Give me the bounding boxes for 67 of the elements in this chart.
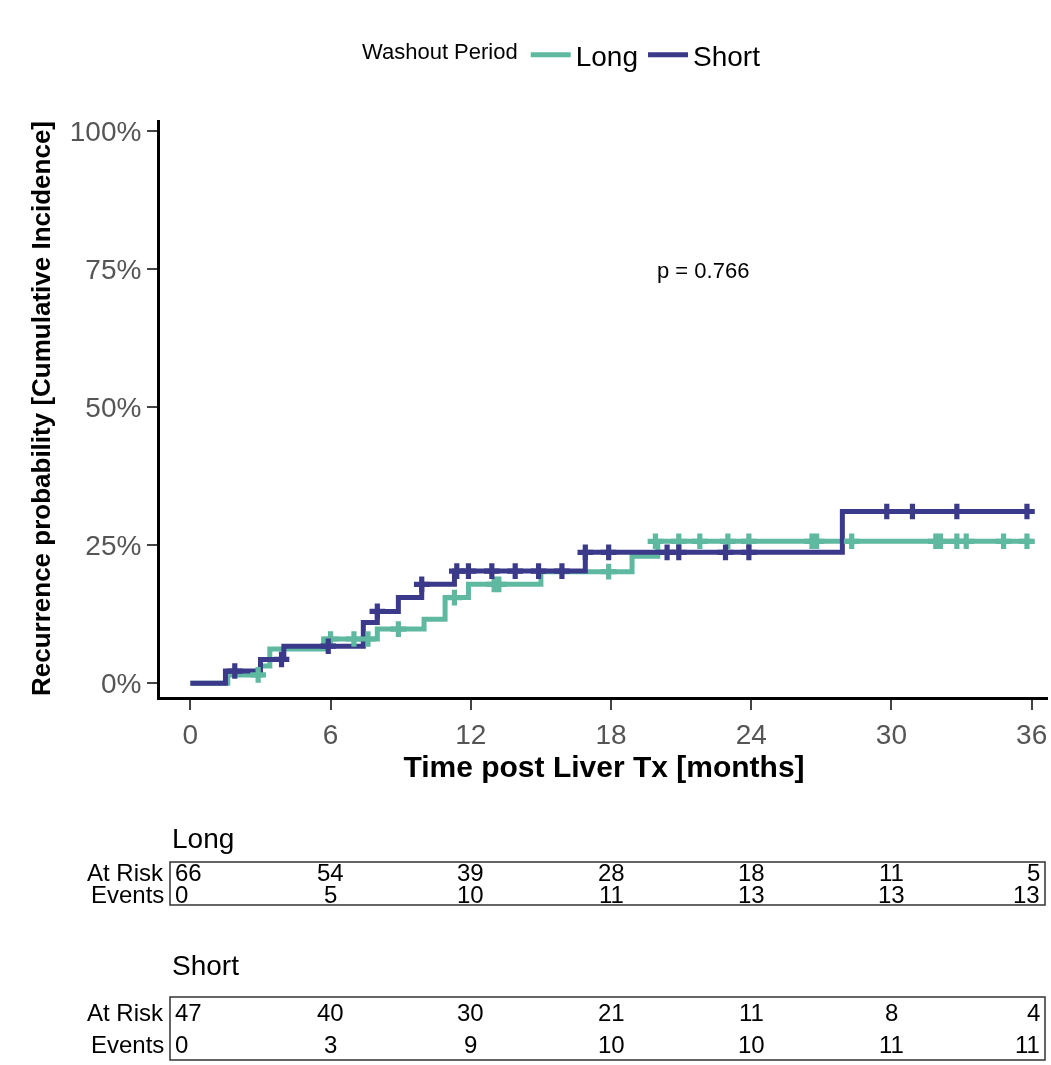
x-axis-title: Time post Liver Tx [months] — [403, 749, 805, 783]
legend-title: Washout Period — [362, 38, 518, 64]
y-tick-label: 50% — [85, 391, 142, 423]
x-tick-label: 18 — [595, 718, 627, 750]
point — [320, 638, 337, 654]
text: 9 — [464, 1031, 478, 1058]
point — [600, 544, 617, 561]
x-tick-label: 12 — [455, 718, 487, 750]
text: 40 — [317, 999, 344, 1026]
legend-label: Long — [575, 40, 639, 72]
y-tick-label: 0% — [100, 668, 142, 699]
text: 10 — [598, 1031, 625, 1058]
text: 11 — [1015, 1031, 1040, 1058]
text: 4 — [1027, 999, 1041, 1026]
point — [250, 667, 266, 683]
text: Long — [172, 823, 235, 854]
text: 0 — [175, 1031, 189, 1058]
point — [446, 589, 463, 606]
text: 11 — [739, 999, 764, 1026]
point — [346, 631, 362, 647]
text: 47 — [175, 999, 202, 1026]
point — [577, 544, 594, 561]
text: 8 — [885, 999, 899, 1026]
legend-label: Short — [693, 40, 761, 72]
text: At Risk — [87, 999, 165, 1026]
annotation: p = 0.766 — [657, 258, 750, 283]
point — [484, 563, 500, 579]
point — [843, 533, 860, 550]
point — [530, 563, 547, 579]
point — [491, 576, 507, 593]
point — [390, 621, 407, 637]
text: 10 — [738, 1031, 765, 1058]
point — [717, 544, 734, 561]
point — [932, 533, 949, 550]
y-tick-label: 25% — [85, 529, 142, 561]
text: 21 — [598, 999, 625, 1026]
point — [369, 603, 386, 620]
point — [273, 651, 290, 668]
x-tick-label: 30 — [875, 718, 908, 750]
text: 30 — [457, 999, 484, 1026]
point — [670, 544, 687, 561]
point — [720, 533, 736, 550]
y-axis-title: Recurrence probability [Cumulative Incidence] — [26, 120, 57, 697]
x-tick-label: 24 — [735, 718, 767, 750]
text: 11 — [879, 1031, 904, 1058]
y-tick-label: 75% — [85, 253, 142, 285]
text: Short — [172, 950, 240, 981]
point — [958, 533, 975, 550]
point — [413, 576, 430, 593]
point — [226, 663, 243, 679]
point — [741, 544, 757, 561]
x-tick-label: 36 — [1016, 718, 1048, 750]
point — [1019, 533, 1035, 550]
point — [554, 563, 570, 579]
point — [600, 563, 617, 580]
y-tick-label: 100% — [69, 115, 142, 147]
point — [808, 533, 825, 550]
point — [507, 563, 523, 579]
x-tick-label: 6 — [322, 718, 339, 750]
point — [692, 533, 708, 550]
text: 3 — [324, 1031, 338, 1058]
point — [995, 533, 1012, 550]
point — [460, 563, 477, 579]
point — [647, 533, 664, 550]
point — [360, 631, 376, 647]
x-tick-label: 0 — [182, 718, 199, 750]
text: Events — [91, 1031, 165, 1058]
